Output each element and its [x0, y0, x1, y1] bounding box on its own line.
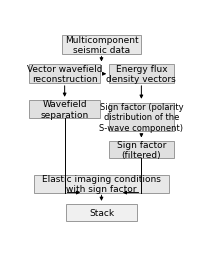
Text: Wavefield
separation: Wavefield separation — [41, 100, 89, 119]
Text: Vector wavefield
reconstruction: Vector wavefield reconstruction — [27, 65, 102, 84]
Text: Sign factor (polarity
distribution of the
S-wave component): Sign factor (polarity distribution of th… — [99, 103, 183, 132]
Text: Elastic imaging conditions
with sign factor: Elastic imaging conditions with sign fac… — [42, 174, 161, 194]
FancyBboxPatch shape — [34, 175, 169, 193]
FancyBboxPatch shape — [109, 141, 174, 158]
FancyBboxPatch shape — [109, 103, 174, 132]
Text: Energy flux
density vectors: Energy flux density vectors — [107, 65, 176, 84]
Text: Sign factor
(filtered): Sign factor (filtered) — [117, 140, 166, 160]
FancyBboxPatch shape — [109, 65, 174, 84]
Text: Multicomponent
seismic data: Multicomponent seismic data — [65, 36, 138, 55]
FancyBboxPatch shape — [66, 204, 137, 221]
FancyBboxPatch shape — [62, 36, 141, 54]
FancyBboxPatch shape — [29, 100, 100, 119]
FancyBboxPatch shape — [29, 65, 100, 84]
Text: Stack: Stack — [89, 208, 114, 217]
